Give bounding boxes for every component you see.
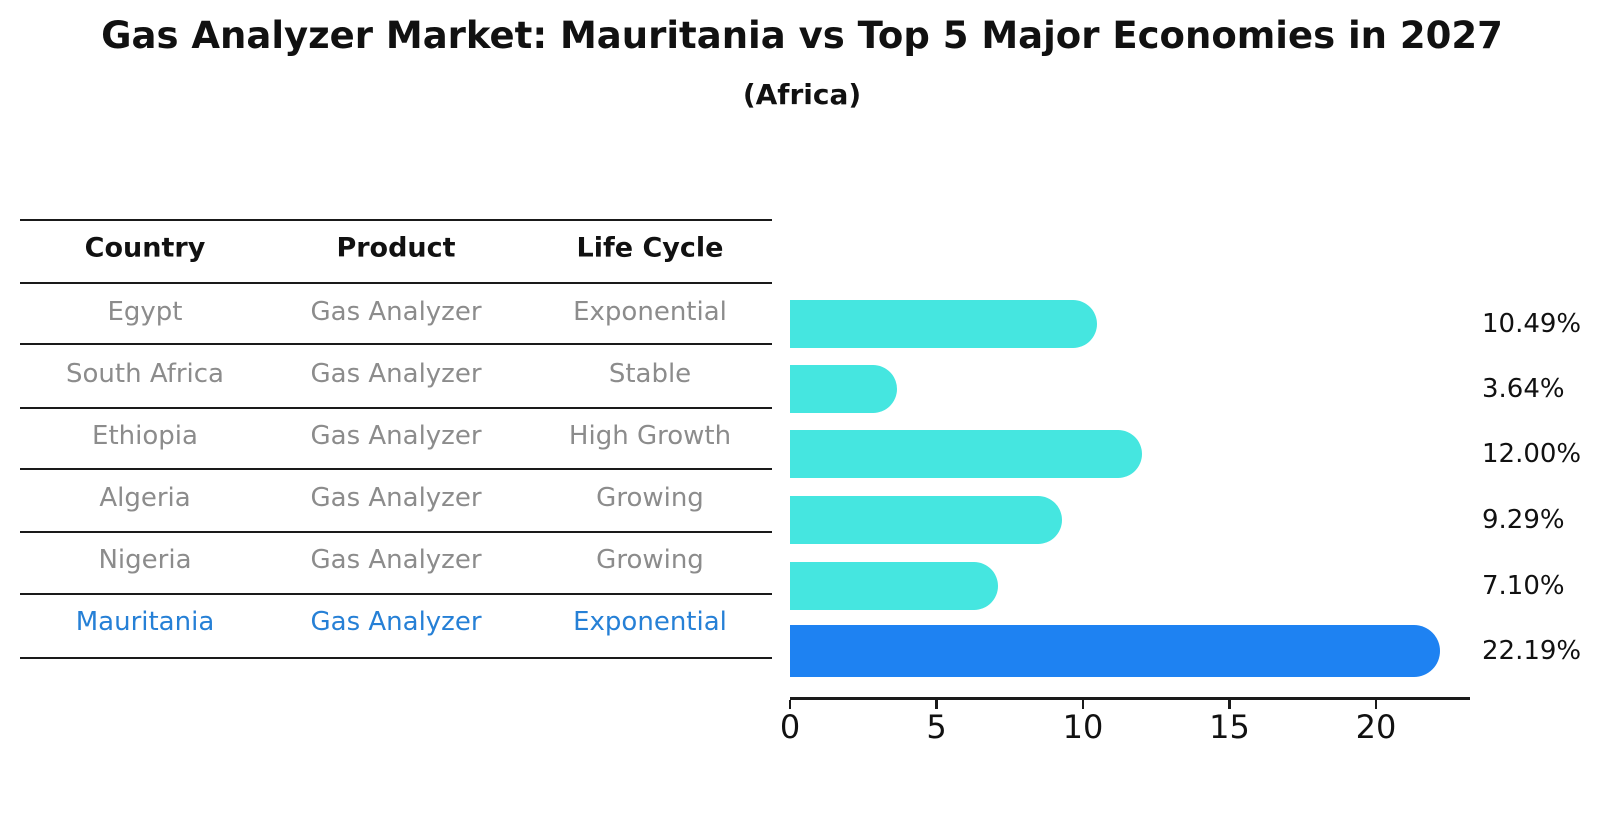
- cell-product: Gas Analyzer: [310, 297, 482, 327]
- x-tick-label: 5: [926, 708, 947, 746]
- x-axis-tick: [1081, 700, 1085, 709]
- table-rule: [20, 282, 772, 284]
- table-rule: [20, 657, 772, 659]
- cell-life-cycle: Exponential: [573, 607, 727, 637]
- cell-life-cycle: High Growth: [568, 421, 732, 451]
- cell-country: Algeria: [99, 483, 191, 513]
- x-tick-label: 10: [1062, 708, 1104, 746]
- x-tick-label: 0: [779, 708, 801, 746]
- value-label: 10.49%: [1482, 309, 1582, 339]
- cell-product: Gas Analyzer: [310, 359, 482, 389]
- x-tick-label: 15: [1209, 708, 1250, 746]
- table-rule: [20, 219, 772, 221]
- bar-south-africa: [790, 365, 897, 413]
- cell-life-cycle: Exponential: [573, 297, 727, 327]
- column-header-country: Country: [84, 232, 206, 264]
- bar-algeria: [790, 496, 1063, 544]
- table-rule: [20, 343, 772, 345]
- value-label: 3.64%: [1482, 374, 1565, 404]
- cell-life-cycle: Growing: [596, 545, 704, 575]
- bar-ethiopia: [790, 430, 1142, 478]
- x-axis-tick: [935, 700, 938, 709]
- x-axis-tick: [1374, 700, 1378, 709]
- cell-country: Mauritania: [75, 607, 215, 637]
- value-label: 9.29%: [1482, 505, 1565, 535]
- x-axis-line: [790, 697, 1470, 700]
- cell-life-cycle: Stable: [608, 359, 692, 389]
- cell-product: Gas Analyzer: [310, 421, 482, 451]
- table-rule: [20, 531, 772, 533]
- bar-mauritania: [790, 625, 1441, 677]
- cell-country: Ethiopia: [92, 421, 198, 451]
- bar-egypt: [790, 300, 1098, 348]
- x-axis-tick: [1228, 700, 1231, 709]
- cell-life-cycle: Growing: [596, 483, 704, 513]
- cell-country: Nigeria: [98, 545, 192, 575]
- bar-nigeria: [790, 562, 998, 610]
- value-label: 12.00%: [1482, 439, 1582, 469]
- chart-subtitle: (Africa): [742, 78, 862, 111]
- cell-country: Egypt: [107, 297, 183, 327]
- x-axis-tick: [788, 700, 792, 709]
- chart-title: Gas Analyzer Market: Mauritania vs Top 5…: [101, 14, 1503, 57]
- table-rule: [20, 407, 772, 409]
- cell-country: South Africa: [66, 359, 224, 389]
- column-header-product: Product: [336, 232, 456, 264]
- table-rule: [20, 468, 772, 470]
- column-header-life-cycle: Life Cycle: [576, 232, 724, 264]
- value-label: 22.19%: [1482, 636, 1582, 666]
- cell-product: Gas Analyzer: [310, 483, 482, 513]
- x-tick-label: 20: [1355, 708, 1397, 746]
- cell-product: Gas Analyzer: [310, 607, 482, 637]
- table-rule: [20, 593, 772, 595]
- value-label: 7.10%: [1482, 571, 1565, 601]
- cell-product: Gas Analyzer: [310, 545, 482, 575]
